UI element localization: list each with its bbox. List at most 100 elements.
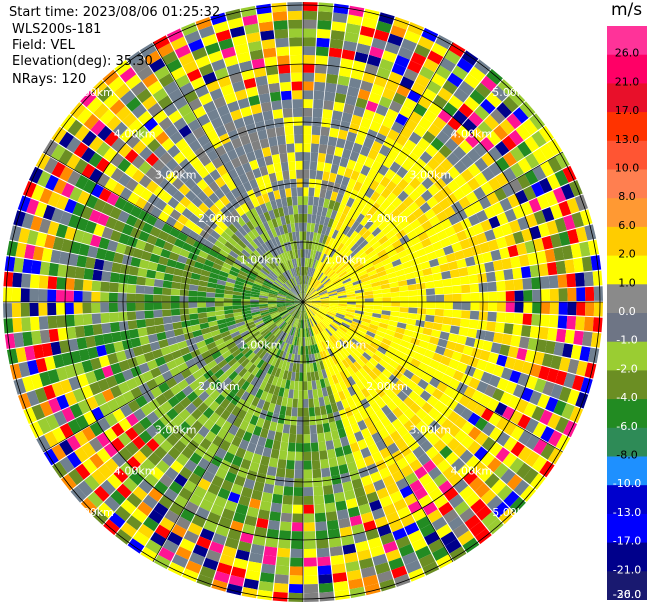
ray-gate: [555, 370, 568, 386]
ray-gate: [375, 330, 386, 338]
ray-gate: [385, 423, 397, 435]
ray-gate: [60, 114, 76, 131]
ray-gate: [311, 302, 321, 304]
ray-gate: [382, 475, 396, 488]
ray-gate: [267, 304, 277, 308]
ray-gate: [512, 231, 525, 245]
ray-gate: [303, 487, 314, 497]
ray-gate: [238, 270, 248, 277]
ray-gate: [459, 485, 475, 501]
ray-gate: [239, 60, 253, 72]
ray-gate: [135, 239, 147, 251]
ray-gate: [558, 386, 572, 403]
ray-gate: [456, 125, 471, 140]
ray-gate: [68, 376, 81, 391]
ray-gate: [399, 296, 409, 302]
ray-gate: [241, 299, 251, 302]
ray-gate: [292, 205, 299, 215]
ray-gate: [173, 117, 187, 131]
ray-gate: [367, 345, 377, 354]
ray-gate: [466, 148, 481, 163]
ray-gate: [149, 253, 161, 264]
ray-gate: [337, 268, 346, 276]
ray-gate: [488, 162, 503, 177]
ray-gate: [259, 93, 271, 104]
colorbar-tick-label: -13.0: [613, 506, 641, 519]
ray-gate: [127, 538, 145, 554]
ray-gate: [320, 297, 330, 301]
ray-gate: [325, 153, 334, 164]
ray-gate: [103, 147, 118, 162]
ray-gate: [98, 237, 110, 250]
ray-gate: [421, 177, 434, 190]
ray-gate: [345, 313, 355, 319]
ray-gate: [131, 169, 145, 183]
ray-gate: [174, 238, 185, 249]
ray-gate: [445, 451, 459, 466]
ray-gate: [196, 536, 212, 550]
ray-gate: [311, 460, 321, 470]
ray-gate: [218, 373, 229, 384]
ray-gate: [355, 248, 365, 258]
ray-gate: [335, 174, 344, 185]
ray-gate: [369, 341, 380, 350]
azimuth-spoke: [43, 301, 304, 453]
ray-gate: [373, 216, 384, 227]
ray-gate: [318, 197, 325, 207]
ray-gate: [234, 165, 246, 177]
ray-gate: [368, 370, 378, 381]
ray-gate: [468, 274, 479, 284]
ray-gate: [461, 293, 471, 302]
ray-gate: [311, 299, 321, 301]
ray-gate: [373, 172, 385, 184]
ray-gate: [463, 73, 480, 89]
ray-gate: [121, 254, 133, 266]
ray-gate: [51, 382, 65, 397]
ray-gate: [328, 366, 336, 376]
ray-gate: [197, 166, 210, 179]
ray-gate: [325, 511, 338, 522]
ray-gate: [180, 508, 195, 523]
ray-gate: [343, 40, 358, 52]
ray-gate: [93, 485, 110, 502]
ray-gate: [391, 185, 403, 197]
ray-gate: [310, 306, 318, 313]
ray-gate: [411, 508, 427, 522]
ray-gate: [310, 305, 320, 310]
ray-gate: [172, 164, 185, 178]
ray-gate: [276, 299, 286, 302]
ray-gate: [253, 481, 265, 492]
ray-gate: [442, 80, 458, 95]
ray-gate: [513, 278, 524, 291]
ray-gate: [431, 452, 445, 467]
ray-gate: [240, 266, 250, 274]
ray-gate: [226, 320, 236, 327]
ray-gate: [158, 116, 173, 131]
ray-gate: [279, 81, 292, 92]
ray-gate: [373, 293, 383, 298]
ray-gate: [165, 420, 179, 433]
ray-gate: [211, 58, 226, 72]
ray-gate: [171, 245, 182, 255]
ray-gate: [421, 372, 433, 384]
ray-gate: [336, 400, 345, 411]
ray-gate: [191, 420, 203, 433]
ray-gate: [279, 152, 288, 163]
ray-gate: [145, 214, 158, 226]
ray-gate: [329, 304, 339, 308]
ray-gate: [165, 377, 178, 389]
ray-gate: [541, 235, 554, 250]
ray-gate: [257, 589, 273, 601]
ray-gate: [268, 82, 281, 93]
ray-gate: [305, 328, 309, 338]
ray-gate: [375, 409, 386, 421]
ray-gate: [318, 574, 333, 584]
ray-gate: [579, 241, 591, 257]
ray-gate: [331, 219, 339, 230]
ray-gate: [459, 238, 471, 250]
ray-gate: [539, 409, 553, 426]
ray-gate: [295, 285, 300, 294]
ray-gate: [252, 167, 262, 179]
ray-gate: [324, 91, 336, 102]
ray-gate: [231, 348, 242, 358]
